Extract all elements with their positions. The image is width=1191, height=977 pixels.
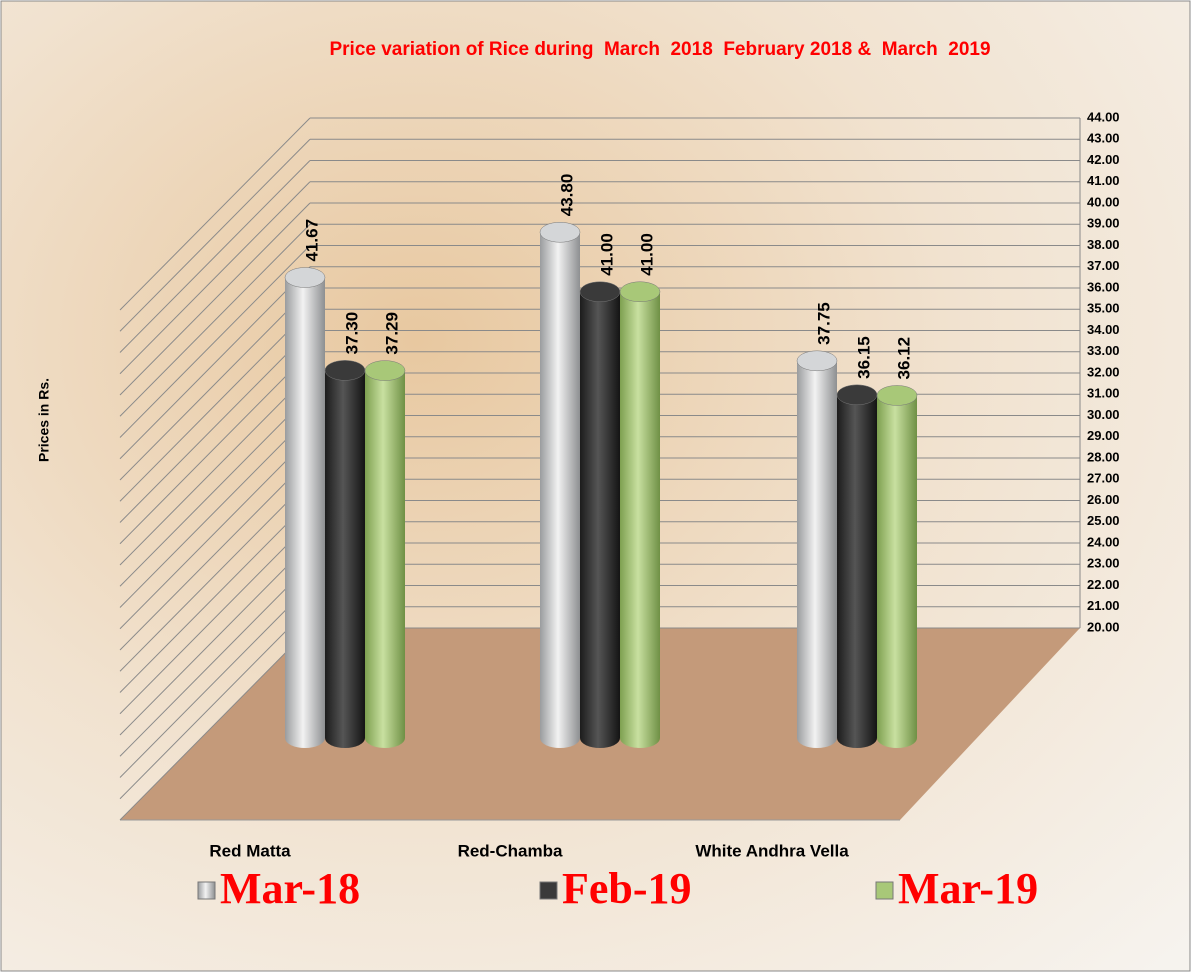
y-tick-label: 33.00 [1087, 343, 1120, 358]
grid-line-side [119, 202, 311, 396]
bar-cap [364, 360, 406, 381]
bar [580, 291, 620, 738]
bar-cap [836, 384, 878, 406]
y-tick-label: 24.00 [1087, 534, 1120, 549]
grid-line-side [119, 330, 311, 523]
grid-line-side [119, 563, 311, 757]
y-tick-label: 30.00 [1087, 407, 1120, 422]
legend-marker [197, 881, 216, 900]
y-tick-label: 38.00 [1087, 237, 1120, 252]
y-tick-label: 34.00 [1087, 322, 1120, 337]
legend-label: Mar-18 [220, 864, 360, 913]
y-tick-label: 22.00 [1087, 577, 1120, 592]
grid-line-side [119, 138, 311, 332]
y-tick-label: 44.00 [1087, 109, 1120, 124]
y-tick-label: 29.00 [1087, 428, 1120, 443]
y-tick-label: 27.00 [1087, 471, 1120, 486]
grid-line-side [119, 415, 311, 608]
data-label: 41.00 [637, 233, 656, 276]
grid-line-side [119, 266, 311, 460]
grid-line-side [119, 585, 311, 778]
grid-line-side [119, 627, 311, 821]
y-tick-label: 42.00 [1087, 152, 1120, 167]
bar [540, 232, 580, 738]
bar [620, 291, 660, 738]
y-axis-label: Prices in Rs. [36, 378, 52, 462]
grid-line-side [119, 223, 311, 417]
grid-line-side [119, 117, 311, 311]
y-tick-label: 37.00 [1087, 258, 1120, 273]
grid-line-side [119, 500, 311, 693]
data-label: 37.30 [342, 312, 361, 355]
grid-line-side [119, 457, 311, 651]
legend-marker [539, 881, 558, 900]
legend-marker [875, 881, 894, 900]
data-label: 36.12 [894, 337, 913, 380]
grid-line-side [119, 372, 311, 566]
grid-line-side [119, 287, 311, 481]
grid-line-side [119, 393, 311, 587]
data-label: 37.75 [814, 302, 833, 345]
y-tick-label: 39.00 [1087, 216, 1120, 231]
bar-cap [539, 222, 581, 243]
y-tick-label: 21.00 [1087, 598, 1120, 613]
bar-cap [619, 281, 661, 302]
grid-line-side [119, 436, 311, 630]
y-tick-label: 25.00 [1087, 513, 1120, 528]
grid-line-side [119, 542, 311, 736]
grid-line-side [119, 351, 311, 545]
y-tick-label: 31.00 [1087, 386, 1120, 401]
chart-title: Price variation of Rice during March 201… [329, 39, 990, 60]
bar-cap [579, 281, 621, 302]
bar [325, 370, 365, 738]
grid-line-side [119, 478, 311, 672]
y-tick-label: 32.00 [1087, 364, 1120, 379]
x-tick-label: Red Matta [209, 841, 291, 860]
grid-line-side [119, 606, 311, 800]
grid-line-side [119, 160, 311, 353]
bar-cap [796, 350, 838, 372]
grid-line-side [119, 308, 311, 502]
y-tick-label: 28.00 [1087, 449, 1120, 464]
bar-cap [284, 267, 326, 288]
bar [797, 360, 837, 738]
data-label: 36.15 [854, 336, 873, 379]
grid-line-side [119, 245, 311, 438]
data-label: 37.29 [382, 312, 401, 355]
y-tick-label: 40.00 [1087, 194, 1120, 209]
grid-line-side [119, 181, 311, 375]
y-tick-label: 36.00 [1087, 279, 1120, 294]
y-tick-label: 20.00 [1087, 619, 1120, 634]
data-label: 43.80 [557, 174, 576, 217]
bar [285, 277, 325, 738]
grid-line-side [119, 521, 311, 715]
data-label: 41.00 [597, 233, 616, 276]
x-tick-label: White Andhra Vella [695, 841, 849, 860]
bar [365, 370, 405, 738]
bar [877, 395, 917, 738]
y-tick-label: 41.00 [1087, 173, 1120, 188]
legend-label: Feb-19 [562, 864, 692, 913]
bar-cap [876, 385, 918, 406]
y-tick-label: 23.00 [1087, 556, 1120, 571]
y-tick-label: 35.00 [1087, 301, 1120, 316]
y-tick-label: 43.00 [1087, 131, 1120, 146]
data-label: 41.67 [302, 219, 321, 262]
bar [837, 394, 877, 738]
y-tick-label: 26.00 [1087, 492, 1120, 507]
legend-label: Mar-19 [898, 864, 1038, 913]
bar-cap [324, 360, 366, 381]
x-tick-label: Red-Chamba [458, 841, 563, 860]
